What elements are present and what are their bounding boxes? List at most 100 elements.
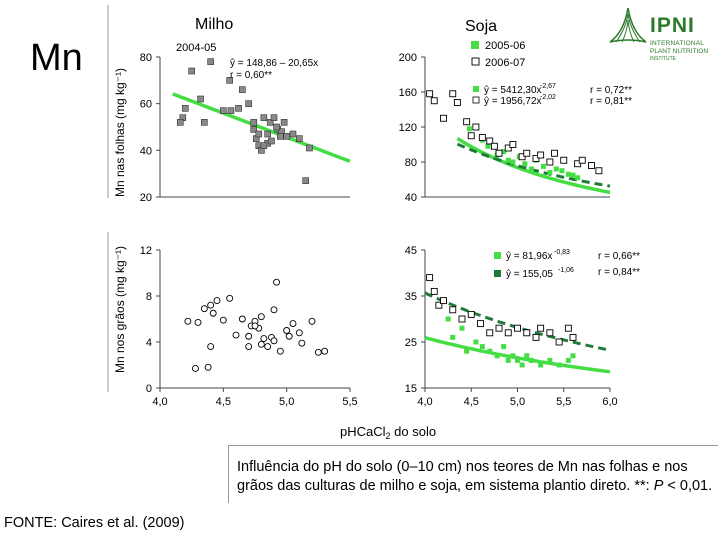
- data-point: [308, 317, 316, 325]
- data-point: [176, 119, 184, 126]
- annotation-eq-dark: ŷ = 1956,72x: [484, 96, 542, 107]
- data-point: [227, 107, 235, 114]
- data-point: [495, 324, 503, 332]
- data-point: [289, 130, 297, 138]
- data-point: [485, 143, 491, 149]
- data-point: [207, 301, 215, 309]
- data-point: [473, 339, 479, 345]
- y-tick-label: 0: [146, 383, 152, 395]
- x-tick-label: 5,0: [510, 396, 525, 408]
- annotation-exp-light-grain: -0,83: [554, 249, 570, 256]
- data-point: [537, 324, 545, 332]
- y-tick-label: 45: [405, 245, 417, 257]
- data-point: [207, 343, 215, 351]
- data-point: [182, 105, 189, 112]
- row-title-grains: Mn nos grãos (mg kg⁻¹): [113, 246, 127, 373]
- data-point: [495, 149, 503, 157]
- data-point: [213, 297, 221, 305]
- data-point: [575, 175, 581, 181]
- data-point: [555, 338, 563, 346]
- data-point: [184, 317, 192, 325]
- data-point: [264, 130, 271, 138]
- data-point: [204, 363, 212, 371]
- data-point: [569, 333, 577, 341]
- data-point: [467, 310, 475, 318]
- data-point: [298, 339, 306, 347]
- data-point: [528, 357, 534, 363]
- y-tick-label: 200: [399, 52, 417, 64]
- data-point: [245, 343, 253, 351]
- row-title-leaves: Mn nas folhas (mg kg⁻¹): [113, 68, 127, 197]
- x-axis-title: pHCaCl2 do solo: [340, 424, 436, 441]
- data-point: [523, 329, 531, 337]
- data-point: [564, 324, 572, 332]
- data-point: [479, 344, 485, 350]
- data-point: [289, 320, 297, 328]
- legend-label-2005-06: 2005-06: [485, 40, 525, 52]
- data-point: [270, 306, 278, 314]
- data-point: [556, 362, 562, 368]
- data-point: [486, 329, 494, 337]
- data-point: [501, 149, 507, 154]
- caption-text-2: < 0,01.: [663, 478, 713, 494]
- data-point: [524, 353, 530, 359]
- x-tick-label: 4,5: [216, 396, 231, 408]
- data-point: [426, 90, 434, 98]
- data-point: [449, 90, 457, 98]
- data-point: [270, 114, 278, 121]
- data-point: [283, 133, 290, 140]
- data-point: [270, 337, 278, 345]
- data-point: [192, 365, 199, 372]
- data-point: [565, 357, 571, 363]
- data-point: [458, 315, 466, 323]
- data-point: [277, 133, 284, 140]
- data-point: [273, 123, 280, 131]
- data-point: [276, 347, 284, 355]
- data-point: [295, 329, 303, 337]
- data-point: [226, 294, 234, 302]
- y-tick-label: 35: [405, 291, 417, 303]
- data-point: [505, 157, 511, 163]
- data-point: [302, 177, 309, 184]
- data-point: [553, 166, 559, 172]
- fit-line-solid: [424, 336, 611, 374]
- data-point: [538, 362, 544, 368]
- data-point: [487, 348, 493, 354]
- data-point: [209, 309, 217, 317]
- figure-caption: Influência do pH do solo (0–10 cm) nos t…: [228, 445, 718, 503]
- x-axis-title-tail: do solo: [391, 424, 437, 439]
- annotation-equation: ŷ = 148,86 – 20,65x: [230, 58, 318, 69]
- data-point: [467, 132, 475, 140]
- x-tick-label: 6,0: [602, 396, 617, 408]
- data-point: [504, 329, 512, 337]
- data-point: [426, 274, 434, 282]
- y-tick-label: 80: [405, 157, 417, 169]
- annotation-r-light-grain: r = 0,66**: [598, 251, 640, 262]
- data-point: [280, 119, 288, 126]
- data-point: [260, 142, 268, 149]
- annotation-r-dark-grain: r = 0,84**: [598, 267, 640, 278]
- x-tick-label: 4,5: [464, 396, 479, 408]
- source-citation: FONTE: Caires et al. (2009): [4, 515, 185, 531]
- x-tick-label: 4,0: [152, 396, 167, 408]
- x-tick-label: 5,5: [556, 396, 571, 408]
- annotation-r-dark: r = 0,81**: [590, 96, 632, 107]
- y-tick-label: 40: [140, 145, 152, 157]
- data-point: [510, 159, 516, 165]
- data-point: [522, 161, 528, 167]
- fit-line-dashed: [424, 291, 611, 352]
- data-point: [430, 97, 438, 105]
- data-point: [188, 67, 195, 75]
- annotation-exp-dark-grain: -1,06: [558, 267, 574, 274]
- data-point: [260, 114, 268, 121]
- data-point: [238, 315, 246, 323]
- data-point: [430, 287, 438, 295]
- col-title-soja: Soja: [465, 18, 497, 35]
- x-axis-title-ph: pH: [340, 424, 357, 439]
- y-tick-label: 8: [146, 291, 152, 303]
- data-point: [478, 134, 486, 141]
- data-point: [559, 168, 565, 174]
- data-point: [486, 137, 494, 145]
- y-tick-label: 4: [146, 337, 152, 349]
- fit-line-solid: [456, 137, 611, 195]
